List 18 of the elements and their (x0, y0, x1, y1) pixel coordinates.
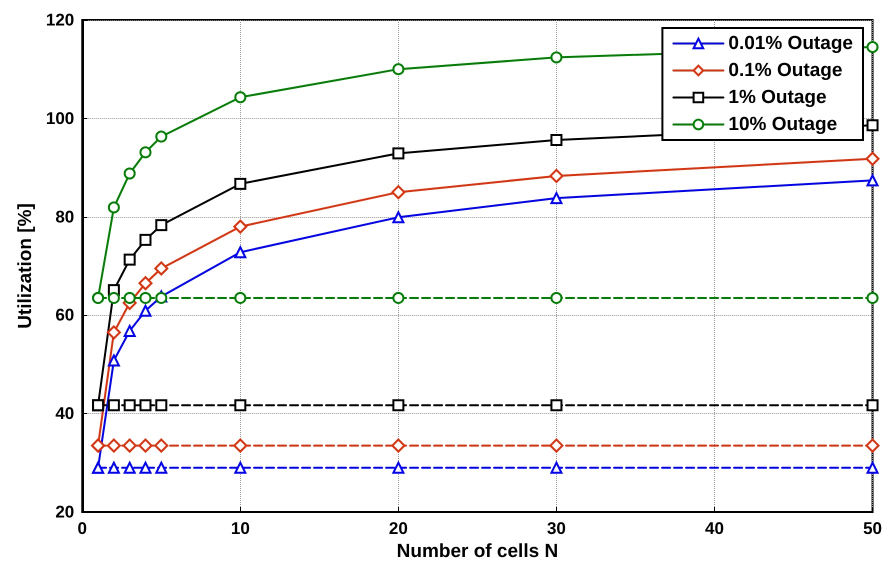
y-tick-label: 120 (46, 10, 74, 30)
x-axis-title: Number of cells N (396, 541, 558, 562)
legend-label: 10% Outage (728, 114, 838, 135)
x-tick-label: 20 (388, 519, 408, 538)
y-tick-label: 80 (55, 207, 74, 226)
legend-label: 1% Outage (728, 87, 827, 108)
y-tick-label: 60 (55, 306, 74, 325)
y-tick-label: 20 (55, 502, 74, 522)
x-tick-label: 50 (863, 519, 882, 538)
legend-label: 0.01% Outage (728, 33, 854, 54)
legend-label: 0.1% Outage (728, 60, 842, 81)
y-axis-title: Utilization [%] (15, 203, 36, 329)
x-tick-label: 0 (78, 519, 87, 538)
x-tick-label: 30 (546, 519, 566, 538)
x-tick-label: 40 (705, 519, 724, 538)
x-tick-label: 10 (230, 519, 250, 538)
y-tick-label: 40 (55, 404, 74, 424)
y-tick-label: 100 (46, 108, 74, 128)
